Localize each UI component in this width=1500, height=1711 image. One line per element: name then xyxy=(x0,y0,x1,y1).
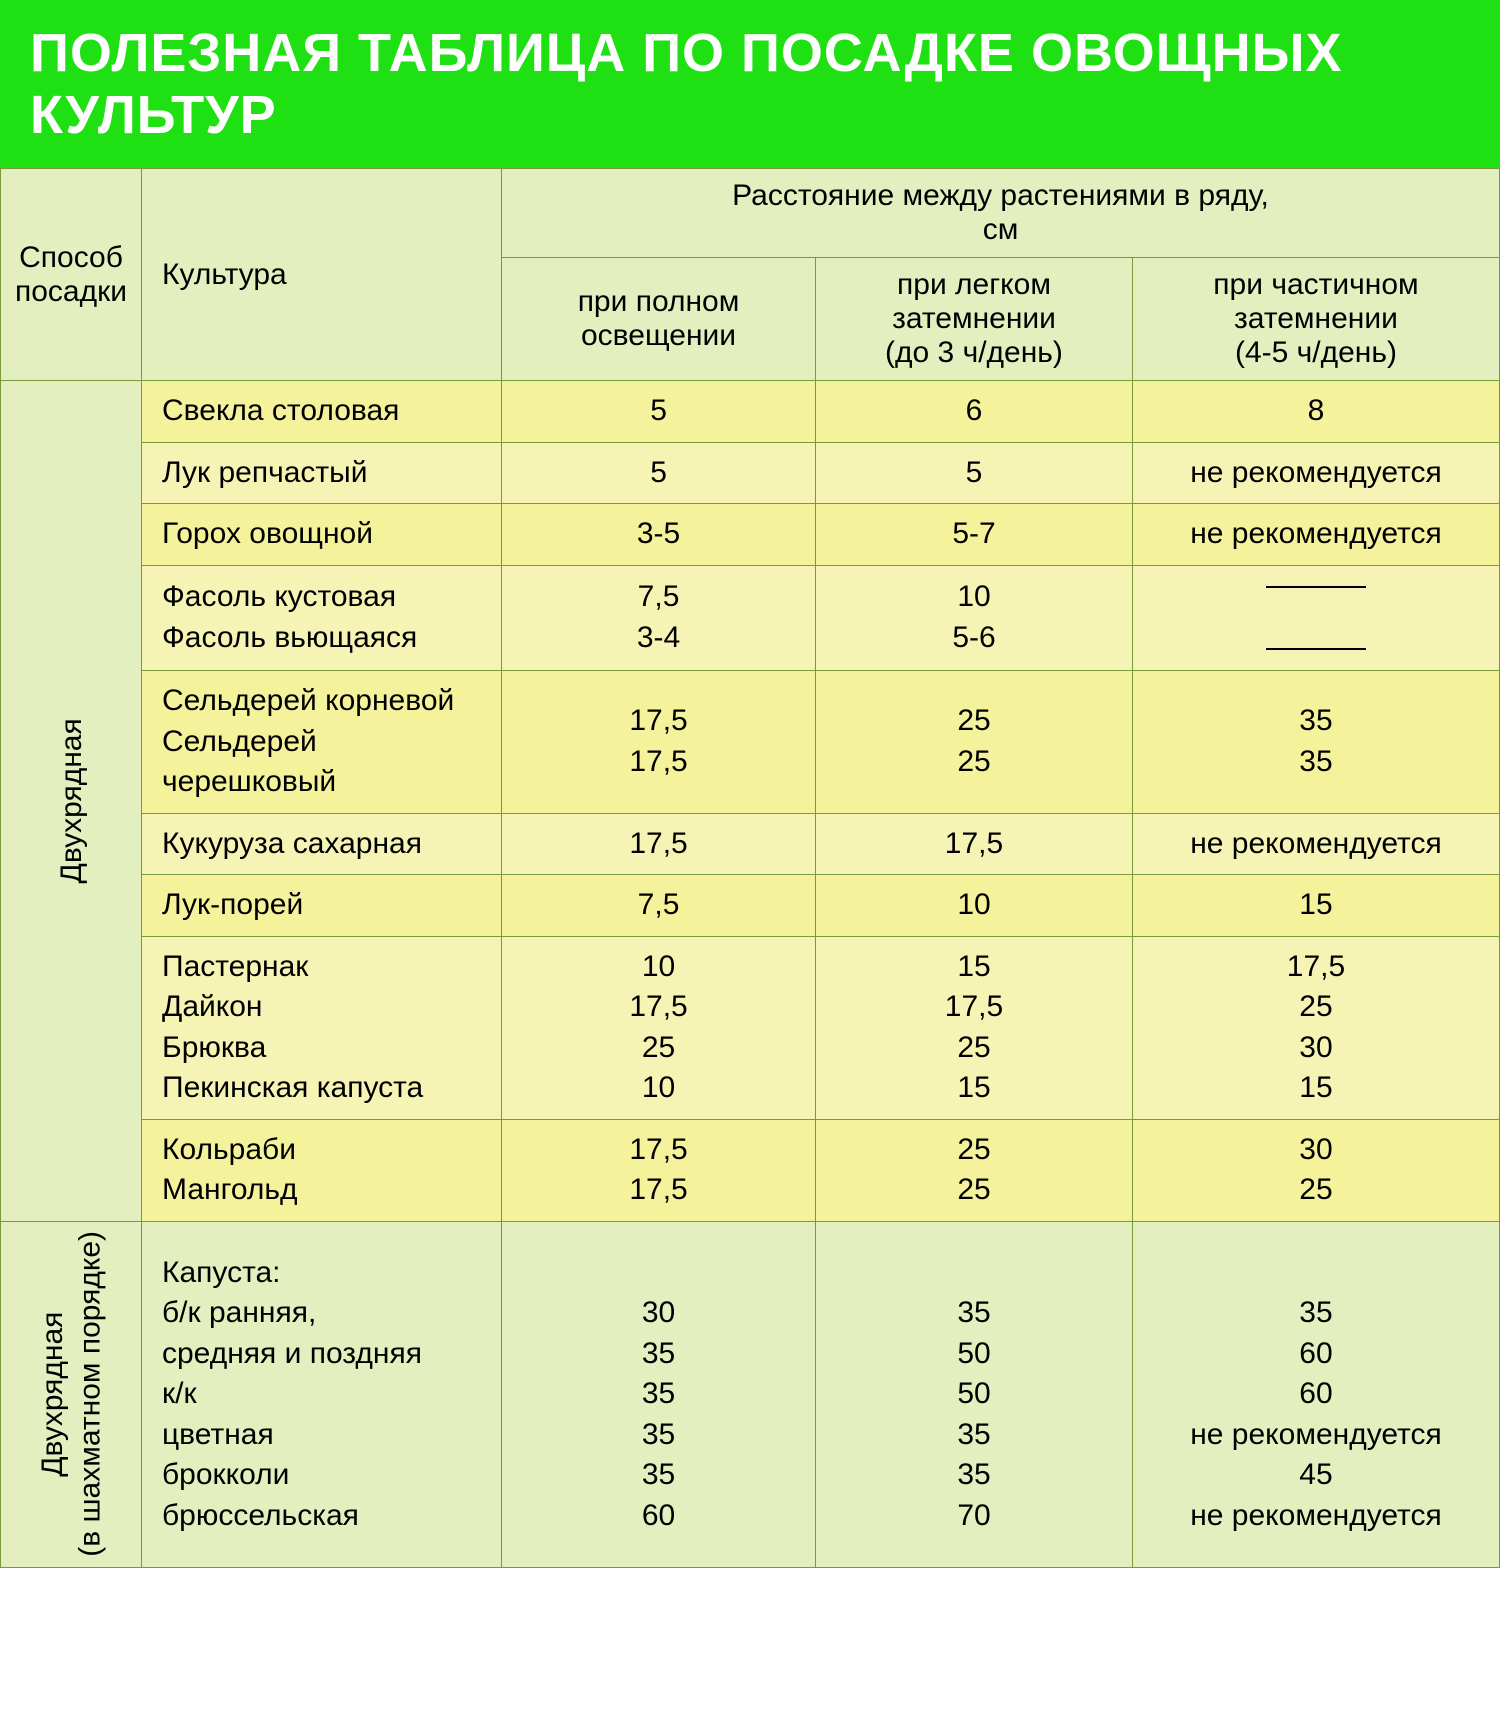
value-cell xyxy=(1132,565,1499,671)
header-method: Способ посадки xyxy=(1,169,142,381)
table-row: Двухрядная(в шахматном порядке)Капуста:б… xyxy=(1,1221,1500,1568)
header-light-shade: при легком затемнении(до 3 ч/день) xyxy=(816,258,1133,381)
value-cell: 7,5 xyxy=(502,875,816,937)
culture-cell: Кукуруза сахарная xyxy=(142,813,502,875)
value-cell: 3535 xyxy=(1132,671,1499,814)
value-cell: 17,5 xyxy=(502,813,816,875)
value-cell: 17,5 xyxy=(816,813,1133,875)
value-cell: не рекомендуется xyxy=(1132,504,1499,566)
planting-method-label: Двухрядная(в шахматном порядке) xyxy=(1,1221,142,1568)
table-row: ПастернакДайконБрюкваПекинская капуста10… xyxy=(1,936,1500,1119)
value-cell: 3-5 xyxy=(502,504,816,566)
value-cell: 5-7 xyxy=(816,504,1133,566)
value-cell: 17,517,5 xyxy=(502,671,816,814)
culture-cell: Лук-порей xyxy=(142,875,502,937)
value-cell: 303535353560 xyxy=(502,1221,816,1568)
culture-cell: Сельдерей корневойСельдерей черешковый xyxy=(142,671,502,814)
value-cell: 6 xyxy=(816,381,1133,443)
title-bar: ПОЛЕЗНАЯ ТАБЛИЦА ПО ПОСАДКЕ ОВОЩНЫХ КУЛЬ… xyxy=(0,0,1500,168)
value-cell: 17,5253015 xyxy=(1132,936,1499,1119)
value-cell: 15 xyxy=(1132,875,1499,937)
table-row: КольрабиМангольд17,517,525253025 xyxy=(1,1119,1500,1221)
value-cell: 5 xyxy=(502,442,816,504)
value-cell: 105-6 xyxy=(816,565,1133,671)
table-body: ДвухряднаяСвекла столовая568Лук репчасты… xyxy=(1,381,1500,1568)
value-cell: 7,53-4 xyxy=(502,565,816,671)
table-row: Горох овощной3-55-7не рекомендуется xyxy=(1,504,1500,566)
header-full-light: при полном освещении xyxy=(502,258,816,381)
culture-cell: Свекла столовая xyxy=(142,381,502,443)
value-cell: 355050353570 xyxy=(816,1221,1133,1568)
value-cell: не рекомендуется xyxy=(1132,442,1499,504)
header-distance-group: Расстояние между растениями в ряду,см xyxy=(502,169,1500,258)
value-cell: 17,517,5 xyxy=(502,1119,816,1221)
planting-table: Способ посадки Культура Расстояние между… xyxy=(0,168,1500,1568)
table-row: Лук репчастый55не рекомендуется xyxy=(1,442,1500,504)
value-cell: 3025 xyxy=(1132,1119,1499,1221)
table-row: Сельдерей корневойСельдерей черешковый17… xyxy=(1,671,1500,814)
table-row: Кукуруза сахарная17,517,5не рекомендуетс… xyxy=(1,813,1500,875)
value-cell: 10 xyxy=(816,875,1133,937)
culture-cell: Горох овощной xyxy=(142,504,502,566)
planting-method-label: Двухрядная xyxy=(1,381,142,1222)
value-cell: не рекомендуется xyxy=(1132,813,1499,875)
culture-cell: ПастернакДайконБрюкваПекинская капуста xyxy=(142,936,502,1119)
planting-table-container: ПОЛЕЗНАЯ ТАБЛИЦА ПО ПОСАДКЕ ОВОЩНЫХ КУЛЬ… xyxy=(0,0,1500,1568)
culture-cell: Лук репчастый xyxy=(142,442,502,504)
table-row: Фасоль кустоваяФасоль вьющаяся7,53-4105-… xyxy=(1,565,1500,671)
value-cell: 5 xyxy=(502,381,816,443)
table-row: ДвухряднаяСвекла столовая568 xyxy=(1,381,1500,443)
culture-cell: Фасоль кустоваяФасоль вьющаяся xyxy=(142,565,502,671)
value-cell: 2525 xyxy=(816,671,1133,814)
value-cell: 5 xyxy=(816,442,1133,504)
value-cell: 1517,52515 xyxy=(816,936,1133,1119)
culture-cell: КольрабиМангольд xyxy=(142,1119,502,1221)
value-cell: 1017,52510 xyxy=(502,936,816,1119)
header-culture: Культура xyxy=(142,169,502,381)
value-cell: 2525 xyxy=(816,1119,1133,1221)
culture-cell: Капуста:б/к ранняя,средняя и поздняяк/кц… xyxy=(142,1221,502,1568)
value-cell: 8 xyxy=(1132,381,1499,443)
value-cell: 356060не рекомендуется45не рекомендуется xyxy=(1132,1221,1499,1568)
header-partial-shade: при частичном затемнении(4-5 ч/день) xyxy=(1132,258,1499,381)
table-row: Лук-порей7,51015 xyxy=(1,875,1500,937)
